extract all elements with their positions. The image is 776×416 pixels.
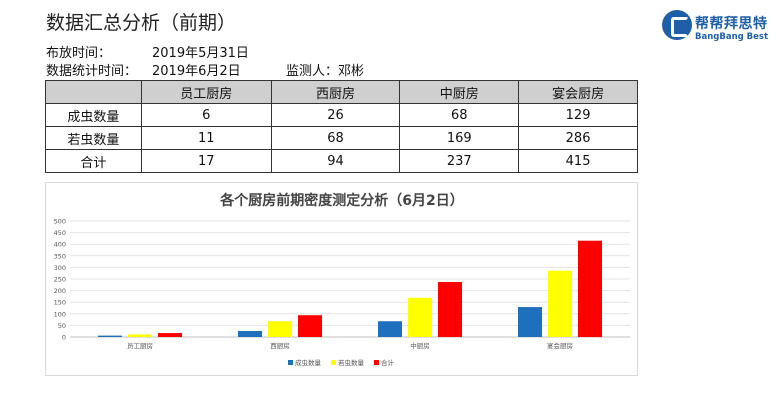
x-tick-label: 宴会厨房 xyxy=(547,341,573,350)
row-label: 合计 xyxy=(45,149,142,173)
table-header-row: 员工厨房 西厨房 中厨房 宴会厨房 xyxy=(45,80,638,104)
y-tick-label: 150 xyxy=(54,299,66,307)
table-cell: 415 xyxy=(518,149,638,173)
bar-chart: 各个厨房前期密度测定分析（6月2日） 0 50 100 150 200 250 300 350… xyxy=(54,192,630,367)
y-tick-label: 500 xyxy=(54,218,66,226)
table-cell: 68 xyxy=(399,103,520,127)
column-header: 中厨房 xyxy=(399,80,520,104)
bar xyxy=(98,335,122,337)
table-cell: 237 xyxy=(399,149,520,173)
table-row: 若虫数量 11 68 169 286 xyxy=(45,126,638,150)
release-label: 布放时间： xyxy=(46,46,112,61)
stats-label: 数据统计时间： xyxy=(46,64,138,79)
table-row: 成虫数量 6 26 68 129 xyxy=(45,103,638,127)
stats-date: 2019年6月2日 xyxy=(152,64,241,79)
page-title: 数据汇总分析（前期） xyxy=(46,12,237,34)
x-tick-label: 员工厨房 xyxy=(127,341,153,350)
bar xyxy=(298,315,322,337)
brand-logo: 帮帮拜思特 BangBang Best xyxy=(662,10,770,50)
legend-swatch xyxy=(331,360,336,365)
legend-label: 成虫数量 xyxy=(295,358,322,367)
table-cell: 6 xyxy=(140,103,272,127)
y-tick-label: 400 xyxy=(54,241,66,249)
bar xyxy=(158,333,182,337)
bar xyxy=(378,321,402,337)
table-cell: 26 xyxy=(270,103,401,127)
x-tick-label: 中厨房 xyxy=(410,341,430,350)
bar xyxy=(518,307,542,337)
y-tick-label: 300 xyxy=(54,264,66,272)
legend-swatch xyxy=(288,360,293,365)
bar xyxy=(578,240,602,337)
column-header: 西厨房 xyxy=(270,80,401,104)
y-tick-label: 0 xyxy=(62,334,66,342)
y-tick-label: 50 xyxy=(58,322,66,330)
bar xyxy=(268,321,292,337)
y-tick-label: 350 xyxy=(54,252,66,260)
column-header: 员工厨房 xyxy=(140,80,272,104)
chart-frame: 各个厨房前期密度测定分析（6月2日） 0 50 100 150 200 250 300 350… xyxy=(45,182,638,376)
column-header: 宴会厨房 xyxy=(518,80,638,104)
table-cell: 68 xyxy=(270,126,401,150)
legend-label: 若虫数量 xyxy=(338,358,365,367)
chart-title: 各个厨房前期密度测定分析（6月2日） xyxy=(219,192,463,209)
legend-label: 合计 xyxy=(381,358,395,367)
x-tick-label: 西厨房 xyxy=(270,341,290,350)
table-cell: 11 xyxy=(140,126,272,150)
table-cell: 129 xyxy=(518,103,638,127)
table-cell: 94 xyxy=(270,149,401,173)
table-cell: 17 xyxy=(140,149,272,173)
row-label: 成虫数量 xyxy=(45,103,142,127)
logo-english-text: BangBang Best xyxy=(695,32,769,42)
release-date: 2019年5月31日 xyxy=(152,46,249,61)
y-tick-label: 100 xyxy=(54,310,66,318)
summary-table: 员工厨房 西厨房 中厨房 宴会厨房 成虫数量 6 26 68 129 若虫数量 … xyxy=(45,80,638,173)
stats-line: 数据统计时间： 2019年6月2日 监测人：邓彬 xyxy=(46,60,364,79)
release-line: 布放时间： 2019年5月31日 xyxy=(46,42,249,61)
table-cell: 286 xyxy=(518,126,638,150)
table-row: 合计 17 94 237 415 xyxy=(45,149,638,173)
y-tick-label: 200 xyxy=(54,287,66,295)
bar xyxy=(548,270,572,337)
bar xyxy=(438,282,462,337)
y-tick-label: 450 xyxy=(54,229,66,237)
y-tick-label: 250 xyxy=(54,276,66,284)
monitor-name: 邓彬 xyxy=(338,64,365,79)
row-label: 若虫数量 xyxy=(45,126,142,150)
bar xyxy=(238,330,262,337)
logo-mark-icon xyxy=(662,10,692,40)
legend-swatch xyxy=(374,360,379,365)
bar xyxy=(128,334,152,337)
bar xyxy=(408,297,432,337)
table-cell: 169 xyxy=(399,126,520,150)
table-corner-cell xyxy=(45,80,142,104)
monitor-label: 监测人： xyxy=(286,64,339,79)
logo-chinese-text: 帮帮拜思特 xyxy=(695,16,768,32)
